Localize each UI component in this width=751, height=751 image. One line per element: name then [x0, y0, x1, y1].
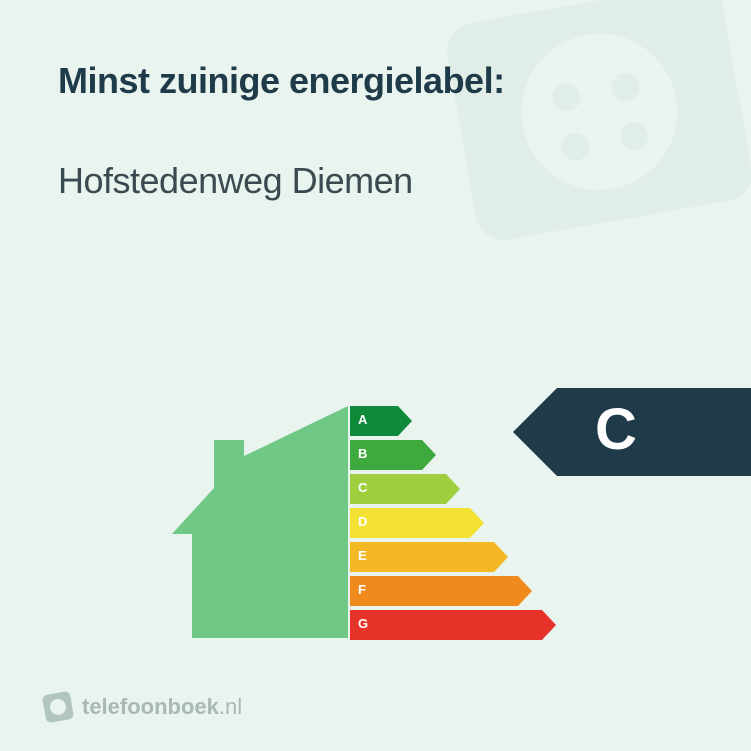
energy-bar-letter: B: [358, 446, 367, 461]
brand-name-light: .nl: [219, 694, 242, 719]
brand-logo-icon: [42, 691, 74, 723]
energy-bar-shape: [350, 508, 484, 538]
footer-brand: telefoonboek.nl: [44, 693, 242, 721]
energy-bar-shape: [350, 576, 532, 606]
house-icon: [170, 398, 350, 642]
rating-badge-letter: C: [595, 396, 637, 463]
brand-name-bold: telefoonboek: [82, 694, 219, 719]
energy-bar-shape: [350, 610, 556, 640]
location-subtitle: Hofstedenweg Diemen: [58, 160, 693, 202]
energy-bar-letter: F: [358, 582, 366, 597]
energy-bar-letter: C: [358, 480, 367, 495]
energy-bar-letter: E: [358, 548, 367, 563]
page-title: Minst zuinige energielabel:: [58, 60, 693, 102]
rating-badge: C: [513, 388, 751, 476]
brand-name: telefoonboek.nl: [82, 694, 242, 720]
energy-bar-letter: D: [358, 514, 367, 529]
energy-bar-letter: G: [358, 616, 368, 631]
energy-bar-shape: [350, 542, 508, 572]
energy-bar-letter: A: [358, 412, 367, 427]
